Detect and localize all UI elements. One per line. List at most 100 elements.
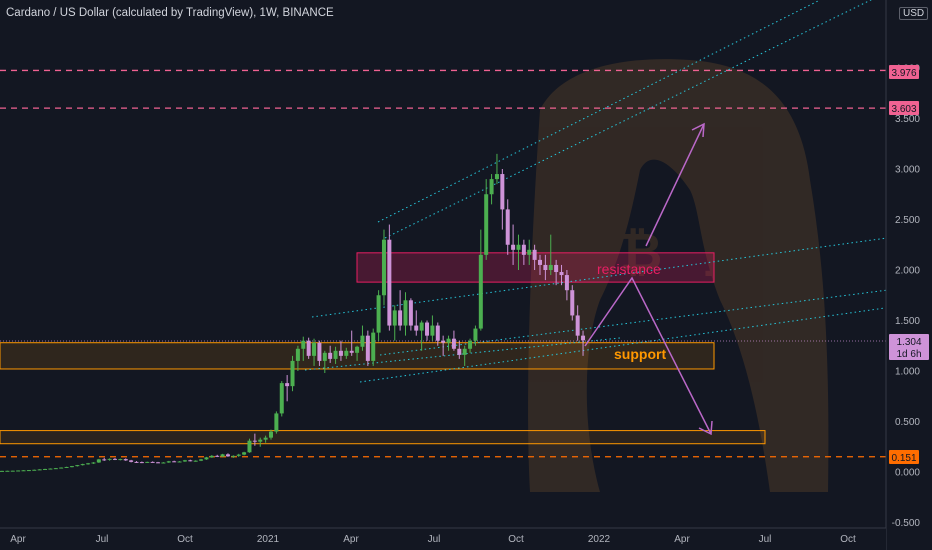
- watermark-hair: [528, 59, 829, 492]
- candle: [258, 437, 263, 447]
- candle: [451, 330, 456, 351]
- candle: [107, 458, 112, 461]
- svg-text:1d 6h: 1d 6h: [896, 349, 921, 360]
- time-tick-0: Apr: [10, 534, 26, 545]
- resistance-label: resistance: [597, 261, 661, 277]
- candle: [462, 345, 467, 366]
- time-tick-7: 2022: [588, 534, 611, 545]
- price-tick-6: 1.000: [895, 367, 920, 378]
- candle: [317, 340, 322, 366]
- candle: [0, 470, 4, 472]
- candle: [564, 270, 569, 301]
- candle: [59, 467, 64, 469]
- candle: [182, 459, 187, 462]
- price-tick-9: -0.500: [892, 518, 921, 529]
- candle: [543, 254, 548, 281]
- time-axis-ticks: Apr Jul Oct 2021 Apr Jul Oct 2022 Apr Jul Oct: [10, 534, 856, 545]
- candle: [511, 224, 516, 265]
- svg-text:3.603: 3.603: [891, 104, 916, 115]
- candle: [392, 305, 397, 341]
- candle: [435, 322, 440, 346]
- trend-channels: [304, 0, 917, 383]
- currency-label[interactable]: USD: [899, 7, 929, 20]
- candle: [215, 454, 220, 458]
- candle: [548, 234, 553, 276]
- candle: [80, 463, 85, 466]
- candle: [581, 330, 586, 356]
- candle: [53, 467, 58, 470]
- time-tick-4: Apr: [343, 534, 359, 545]
- candle: [312, 338, 317, 366]
- candle: [48, 468, 53, 470]
- candle: [26, 469, 31, 472]
- badge-0151: 0.151: [889, 450, 919, 464]
- candle: [37, 469, 42, 471]
- badge-3976: 3.976: [889, 65, 919, 79]
- candle: [473, 325, 478, 346]
- time-tick-5: Jul: [428, 534, 441, 545]
- candle: [521, 239, 526, 265]
- candle: [333, 346, 338, 364]
- candle: [559, 264, 564, 286]
- candle: [209, 455, 214, 458]
- candle: [242, 451, 247, 456]
- candle: [408, 298, 413, 331]
- candle: [355, 345, 360, 361]
- time-tick-1: Jul: [96, 534, 109, 545]
- candle: [263, 435, 268, 443]
- candle: [285, 375, 290, 402]
- candle: [403, 292, 408, 336]
- badge-3603: 3.603: [889, 101, 919, 115]
- bitcoin-symbol-right: ₿: [702, 229, 744, 289]
- candle: [199, 458, 204, 462]
- candles: [0, 153, 586, 472]
- candle: [446, 335, 451, 351]
- arrow-down-head: [698, 420, 713, 436]
- candle: [468, 338, 473, 353]
- candle: [570, 285, 575, 321]
- candle: [527, 239, 532, 265]
- candle: [139, 461, 144, 464]
- channel-upper-1: [377, 0, 821, 223]
- candle: [220, 453, 225, 457]
- candle: [177, 461, 182, 463]
- price-tick-1: 3.500: [895, 114, 920, 125]
- candle: [204, 456, 209, 460]
- price-tick-4: 2.000: [895, 266, 920, 277]
- candle: [172, 460, 177, 463]
- candle: [290, 355, 295, 392]
- candle: [371, 328, 376, 366]
- candle: [484, 179, 489, 260]
- candle: [96, 458, 101, 463]
- candle: [91, 462, 96, 464]
- candle: [134, 461, 139, 463]
- channel-lower-2: [304, 337, 621, 371]
- candle: [306, 337, 311, 359]
- candle: [505, 199, 510, 255]
- time-axis-bg[interactable]: [0, 528, 886, 550]
- candle: [516, 234, 521, 270]
- time-tick-6: Oct: [508, 534, 524, 545]
- time-tick-10: Oct: [840, 534, 856, 545]
- candle: [478, 229, 483, 331]
- candle: [301, 336, 306, 361]
- candle: [102, 457, 107, 461]
- watermark-figure: ₿ ₿: [528, 59, 829, 492]
- candle: [274, 411, 279, 434]
- candle: [43, 468, 48, 470]
- candle: [123, 458, 128, 461]
- candle: [150, 461, 155, 463]
- candle: [166, 460, 171, 463]
- support-label: support: [614, 346, 666, 362]
- candle: [344, 347, 349, 359]
- candle: [10, 470, 15, 472]
- candle: [161, 462, 166, 464]
- candle: [193, 460, 198, 462]
- candle: [441, 335, 446, 356]
- candle: [118, 458, 123, 461]
- candle: [425, 320, 430, 341]
- candle: [252, 433, 257, 446]
- candle: [86, 462, 91, 465]
- price-tick-3: 2.500: [895, 215, 920, 226]
